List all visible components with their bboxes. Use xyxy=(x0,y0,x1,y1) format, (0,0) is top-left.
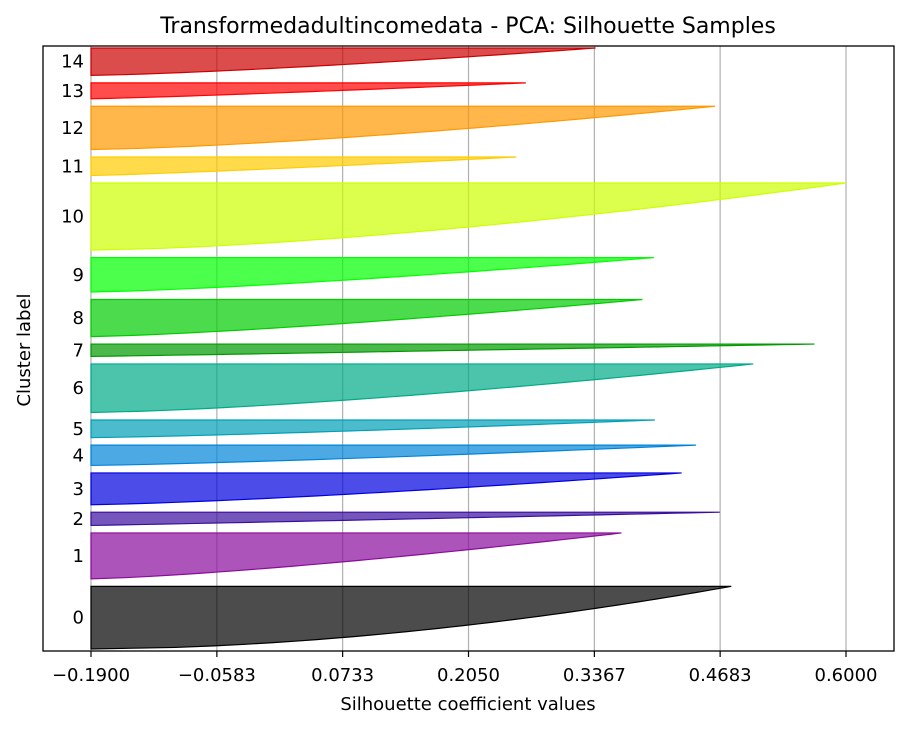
silhouette-band-6 xyxy=(90,363,754,414)
plot-frame xyxy=(42,45,895,652)
silhouette-band-11 xyxy=(90,156,517,177)
x-tick-label: −0.1900 xyxy=(52,665,130,686)
y-axis-label: Cluster label xyxy=(14,293,35,406)
cluster-label-0: 0 xyxy=(73,608,84,629)
x-tick-label: 0.6000 xyxy=(815,665,878,686)
silhouette-bands xyxy=(90,47,847,650)
cluster-label-11: 11 xyxy=(61,156,84,177)
silhouette-band-13 xyxy=(90,82,526,100)
cluster-label-9: 9 xyxy=(73,265,84,286)
silhouette-band-4 xyxy=(90,444,696,467)
cluster-label-2: 2 xyxy=(73,509,84,530)
cluster-label-8: 8 xyxy=(73,308,84,329)
silhouette-band-7 xyxy=(90,343,815,358)
silhouette-band-0 xyxy=(90,585,732,650)
cluster-label-13: 13 xyxy=(61,81,84,102)
silhouette-band-14 xyxy=(90,47,596,76)
silhouette-band-1 xyxy=(90,532,622,580)
x-tick-label: −0.0583 xyxy=(178,665,256,686)
cluster-label-3: 3 xyxy=(73,479,84,500)
cluster-label-5: 5 xyxy=(73,419,84,440)
silhouette-band-12 xyxy=(90,105,716,151)
silhouette-band-10 xyxy=(90,182,847,251)
x-tick-label: 0.2050 xyxy=(437,665,500,686)
cluster-label-12: 12 xyxy=(61,118,84,139)
silhouette-band-5 xyxy=(90,419,655,439)
cluster-label-6: 6 xyxy=(73,378,84,399)
cluster-label-14: 14 xyxy=(61,52,84,73)
x-axis-ticks: −0.1900 −0.0583 0.0733 0.2050 0.3367 0.4683 0.… xyxy=(52,651,878,686)
silhouette-band-2 xyxy=(90,511,720,527)
silhouette-band-3 xyxy=(90,472,682,506)
x-tick-label: 0.4683 xyxy=(689,665,752,686)
silhouette-band-8 xyxy=(90,298,643,338)
cluster-label-4: 4 xyxy=(73,445,84,466)
cluster-label-1: 1 xyxy=(73,546,84,567)
x-tick-label: 0.0733 xyxy=(311,665,374,686)
x-axis-label: Silhouette coefficient values xyxy=(340,694,595,715)
chart-title: Transformedadultincomedata - PCA: Silhou… xyxy=(159,14,776,39)
cluster-label-7: 7 xyxy=(73,340,84,361)
cluster-label-10: 10 xyxy=(61,207,84,228)
x-tick-label: 0.3367 xyxy=(563,665,626,686)
silhouette-band-9 xyxy=(90,257,654,293)
